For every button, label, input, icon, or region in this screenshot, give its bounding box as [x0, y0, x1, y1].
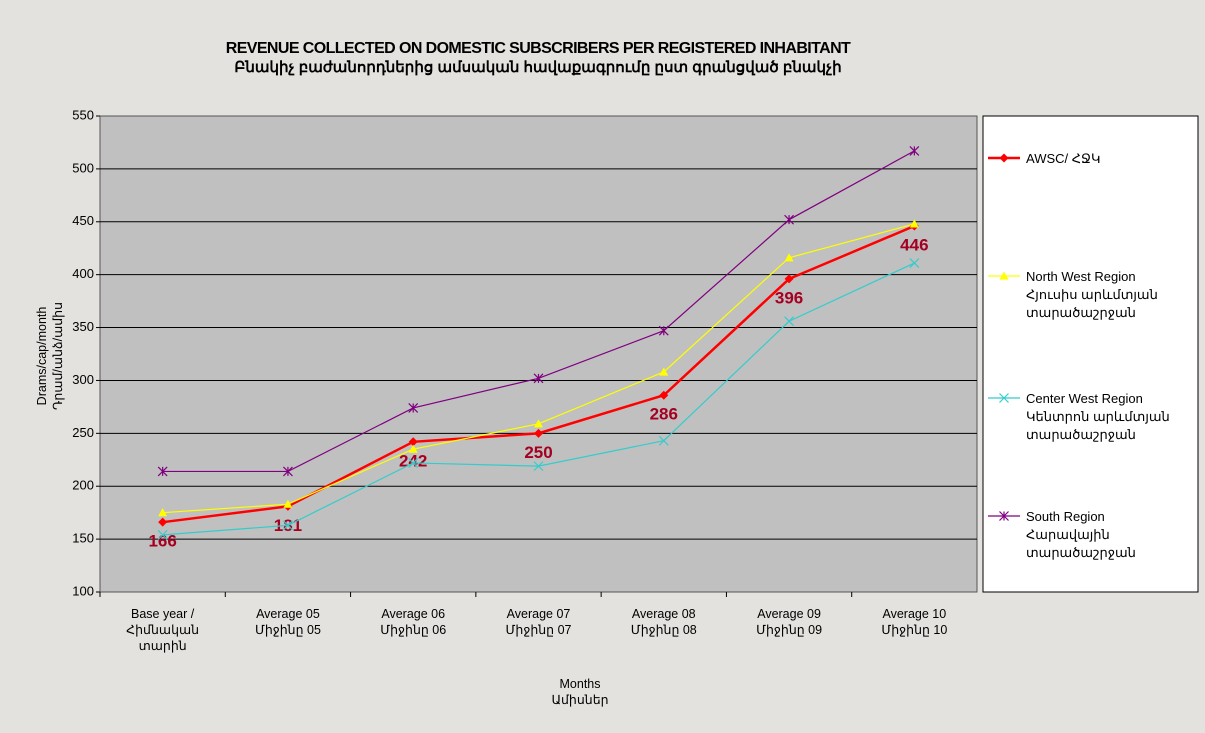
- marker: [909, 258, 920, 268]
- marker: [784, 316, 794, 327]
- marker: [999, 153, 1009, 163]
- marker: [157, 466, 168, 477]
- legend-label: South Region Հարավային տարածաշրջան: [1026, 509, 1136, 560]
- x-axis-label: Months Ամիսներ: [551, 677, 609, 707]
- legend-box: [982, 115, 1199, 593]
- y-tick-label: 550: [72, 107, 94, 122]
- y-axis-label: Drams/cap/month Դրամ/անձ/ամիս: [35, 301, 65, 411]
- plot-area: [99, 115, 978, 593]
- marker: [408, 458, 419, 468]
- marker: [658, 325, 669, 336]
- x-tick-label: Average 05 Միջինը 05: [254, 607, 321, 637]
- data-label: 242: [399, 451, 427, 470]
- marker: [999, 511, 1009, 521]
- marker: [533, 373, 544, 384]
- marker: [784, 214, 794, 225]
- chart-title: REVENUE COLLECTED ON DOMESTIC SUBSCRIBER…: [226, 40, 851, 57]
- data-label: 286: [650, 405, 678, 424]
- marker: [534, 419, 543, 428]
- y-tick-label: 450: [72, 213, 94, 228]
- marker: [784, 253, 794, 262]
- y-tick-label: 300: [72, 372, 94, 387]
- y-tick-label: 250: [72, 425, 94, 440]
- marker: [408, 437, 418, 447]
- marker: [283, 520, 293, 531]
- data-label: 166: [148, 532, 176, 551]
- marker: [909, 145, 920, 156]
- marker: [158, 508, 168, 517]
- marker: [408, 444, 418, 453]
- data-label: 446: [900, 235, 928, 254]
- marker: [158, 517, 168, 527]
- chart-subtitle: Բնակիչ բաժանորդներից ամսական հավաքագրում…: [234, 59, 841, 76]
- legend-label: North West Region Հյուսիս արևմտյան տարած…: [1026, 269, 1158, 320]
- marker: [408, 403, 419, 413]
- y-tick-label: 400: [72, 266, 94, 281]
- y-tick-label: 150: [72, 531, 94, 546]
- x-tick-label: Average 09 Միջինը 09: [756, 607, 823, 637]
- legend-label: AWSC/ ՀՋԿ: [1026, 151, 1101, 166]
- marker: [659, 367, 669, 376]
- x-tick-label: Average 08 Միջինը 08: [630, 607, 697, 637]
- marker: [659, 390, 669, 400]
- marker: [157, 529, 168, 540]
- x-tick-label: Average 06 Միջինը 06: [380, 607, 447, 637]
- marker: [909, 219, 919, 228]
- marker: [658, 435, 669, 446]
- marker: [533, 461, 544, 472]
- y-tick-label: 500: [72, 160, 94, 175]
- y-tick-label: 100: [72, 583, 94, 598]
- marker: [999, 393, 1009, 403]
- x-tick-label: Base year / Հիմնական տարին: [126, 607, 200, 653]
- marker: [999, 271, 1009, 280]
- marker: [283, 499, 293, 508]
- y-tick-label: 200: [72, 478, 94, 493]
- marker: [784, 274, 794, 284]
- marker: [534, 428, 543, 438]
- legend-label: Center West Region Կենտրոն արևմտյան տարա…: [1026, 391, 1170, 442]
- x-tick-label: Average 07 Միջինը 07: [505, 607, 572, 637]
- marker: [283, 466, 293, 477]
- y-tick-label: 350: [72, 319, 94, 334]
- x-tick-label: Average 10 Միջինը 10: [881, 607, 948, 637]
- data-label: 250: [524, 443, 552, 462]
- data-label: 396: [775, 288, 803, 307]
